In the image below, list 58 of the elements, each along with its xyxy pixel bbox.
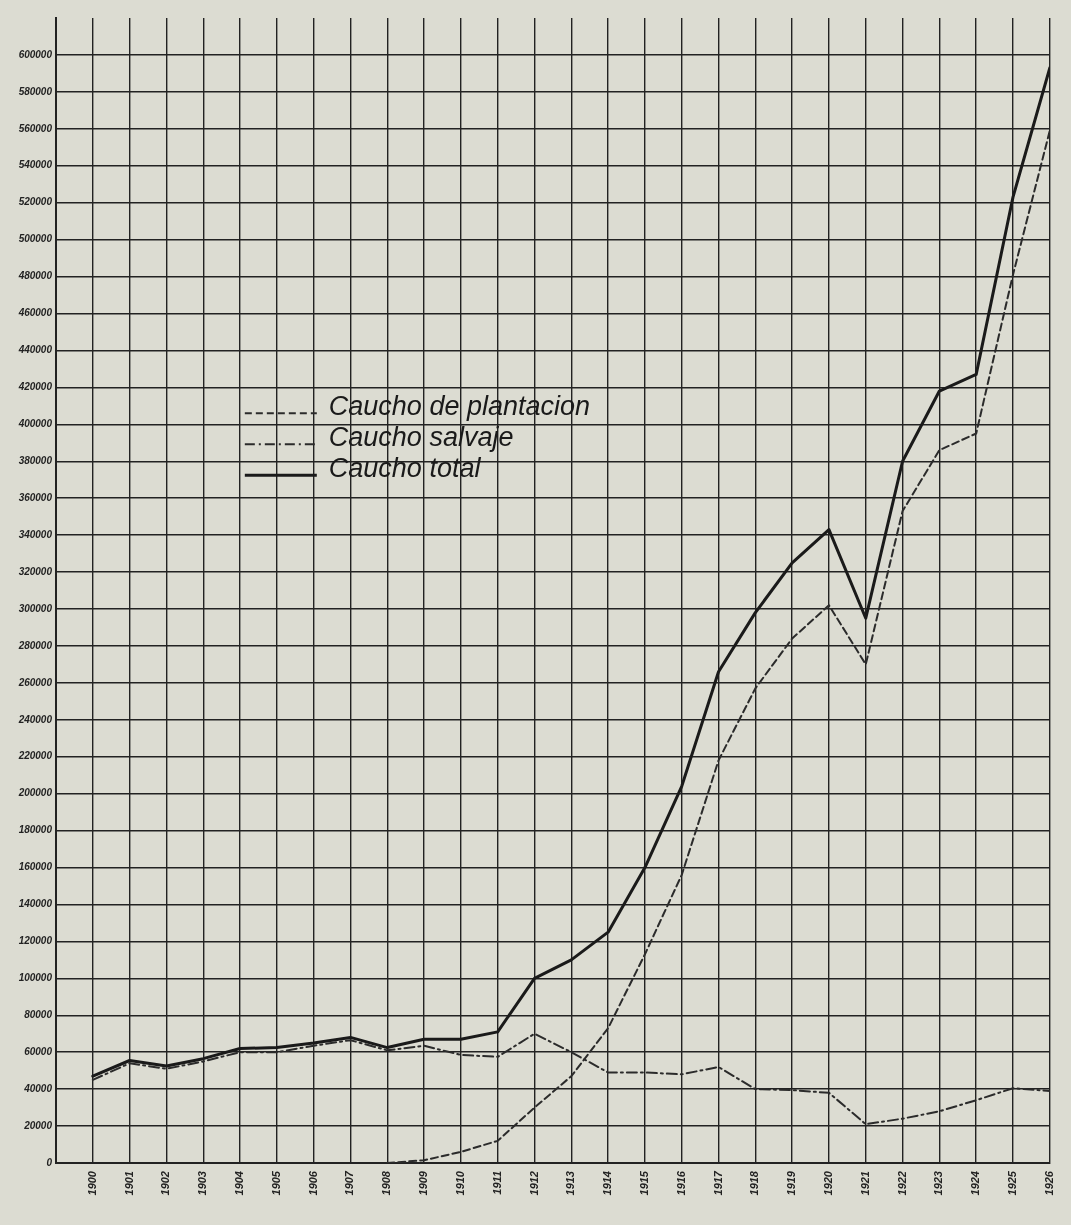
y-tick-label: 580000 bbox=[18, 85, 53, 97]
y-tick-label: 460000 bbox=[17, 307, 53, 319]
x-tick-label: 1906 bbox=[306, 1170, 319, 1196]
x-tick-label: 1901 bbox=[122, 1171, 135, 1196]
y-tick-label: 520000 bbox=[18, 196, 53, 208]
y-tick-label: 560000 bbox=[18, 122, 53, 134]
y-tick-label: 400000 bbox=[17, 418, 53, 430]
y-tick-label: 180000 bbox=[18, 824, 53, 836]
y-tick-label: 140000 bbox=[18, 898, 53, 910]
x-tick-label: 1921 bbox=[858, 1171, 871, 1196]
y-tick-label: 160000 bbox=[18, 861, 53, 873]
y-tick-label: 0 bbox=[46, 1156, 53, 1168]
y-tick-label: 280000 bbox=[17, 639, 53, 651]
x-tick-label: 1912 bbox=[527, 1171, 540, 1196]
x-tick-label: 1903 bbox=[196, 1171, 209, 1196]
x-tick-label: 1923 bbox=[932, 1171, 945, 1196]
y-tick-label: 200000 bbox=[17, 787, 53, 799]
y-tick-label: 480000 bbox=[17, 270, 53, 282]
y-tick-label: 540000 bbox=[18, 159, 53, 171]
x-tick-label: 1916 bbox=[674, 1170, 687, 1196]
y-tick-label: 380000 bbox=[18, 454, 53, 466]
x-tick-label: 1913 bbox=[564, 1171, 577, 1196]
x-tick-label: 1925 bbox=[1006, 1170, 1019, 1196]
x-tick-label: 1915 bbox=[637, 1170, 650, 1196]
x-tick-label: 1909 bbox=[417, 1170, 430, 1196]
y-tick-label: 600000 bbox=[18, 48, 53, 60]
y-tick-label: 320000 bbox=[18, 565, 53, 577]
x-tick-label: 1920 bbox=[821, 1170, 834, 1196]
x-tick-label: 1904 bbox=[233, 1171, 246, 1196]
x-tick-label: 1918 bbox=[748, 1170, 761, 1196]
x-tick-label: 1922 bbox=[895, 1171, 908, 1196]
x-tick-label: 1900 bbox=[85, 1170, 98, 1196]
x-tick-label: 1926 bbox=[1042, 1170, 1055, 1196]
y-tick-label: 40000 bbox=[23, 1082, 53, 1094]
y-tick-label: 220000 bbox=[17, 750, 53, 762]
x-tick-label: 1907 bbox=[343, 1170, 356, 1196]
x-tick-label: 1905 bbox=[269, 1170, 282, 1196]
y-tick-label: 440000 bbox=[17, 344, 53, 356]
x-tick-label: 1917 bbox=[711, 1170, 724, 1196]
y-tick-label: 60000 bbox=[24, 1045, 53, 1057]
y-tick-label: 20000 bbox=[23, 1119, 53, 1131]
y-tick-label: 300000 bbox=[18, 602, 53, 614]
y-tick-label: 420000 bbox=[17, 381, 53, 393]
y-tick-label: 100000 bbox=[18, 972, 53, 984]
y-tick-label: 240000 bbox=[17, 713, 53, 725]
x-tick-label: 1902 bbox=[159, 1171, 172, 1196]
x-tick-label: 1910 bbox=[453, 1170, 466, 1196]
y-tick-label: 500000 bbox=[18, 233, 53, 245]
y-tick-label: 360000 bbox=[18, 491, 53, 503]
x-tick-label: 1914 bbox=[601, 1171, 614, 1196]
x-tick-label: 1911 bbox=[490, 1171, 503, 1195]
y-tick-label: 260000 bbox=[17, 676, 53, 688]
x-tick-label: 1919 bbox=[785, 1170, 798, 1196]
y-tick-label: 80000 bbox=[24, 1009, 53, 1021]
x-tick-label: 1924 bbox=[969, 1171, 982, 1196]
y-tick-label: 340000 bbox=[18, 528, 53, 540]
y-tick-label: 120000 bbox=[18, 935, 53, 947]
x-tick-label: 1908 bbox=[380, 1170, 393, 1196]
